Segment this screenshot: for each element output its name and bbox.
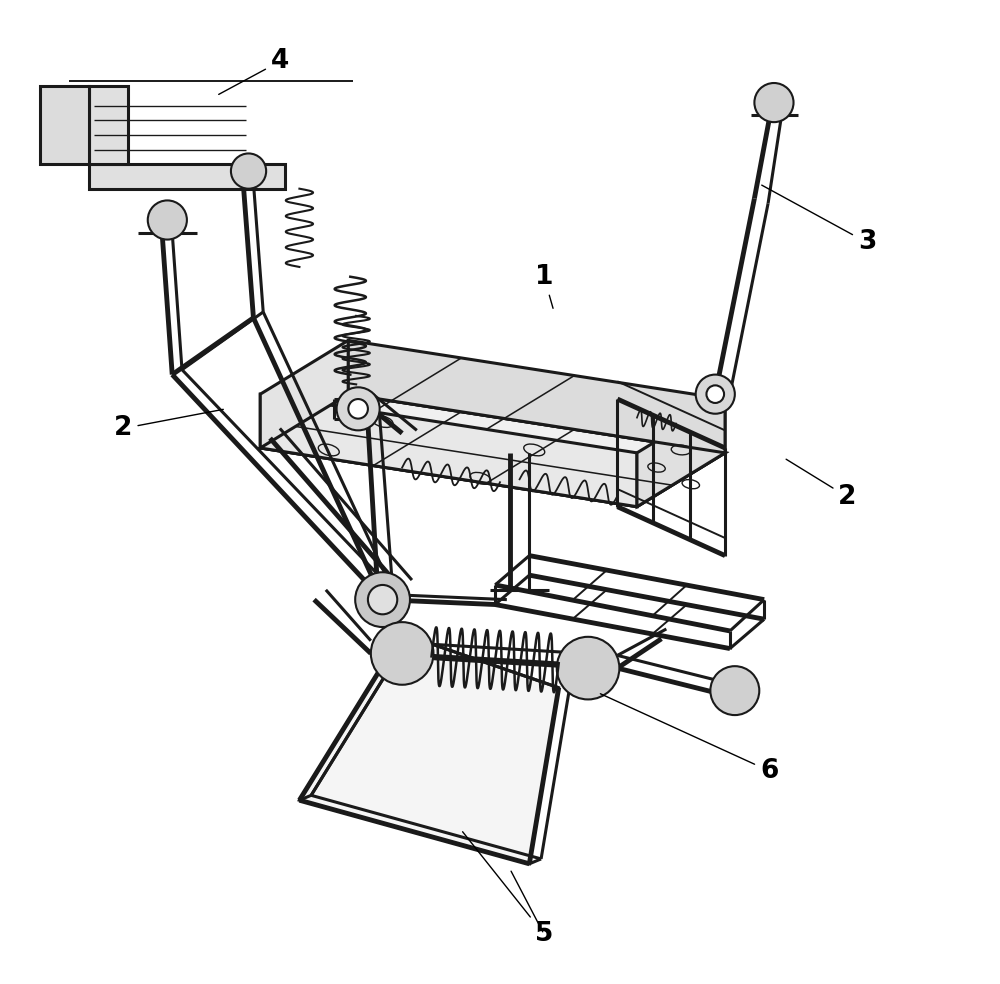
Circle shape (371, 622, 433, 685)
Circle shape (337, 388, 380, 430)
Text: 1: 1 (535, 264, 553, 308)
Polygon shape (637, 400, 725, 507)
Text: 5: 5 (463, 831, 553, 948)
Circle shape (557, 637, 619, 700)
Polygon shape (299, 634, 559, 864)
Text: 3: 3 (762, 185, 876, 256)
Polygon shape (89, 164, 285, 189)
Circle shape (368, 584, 397, 614)
Polygon shape (260, 395, 637, 507)
Circle shape (348, 400, 368, 418)
Circle shape (710, 666, 759, 715)
Circle shape (148, 201, 187, 239)
Circle shape (231, 154, 266, 189)
Polygon shape (260, 395, 725, 507)
Text: 2: 2 (786, 460, 857, 510)
Polygon shape (260, 340, 348, 448)
Text: 4: 4 (219, 48, 289, 94)
Polygon shape (89, 86, 128, 164)
Circle shape (706, 386, 724, 403)
Text: 6: 6 (600, 694, 778, 784)
Circle shape (696, 375, 735, 413)
Polygon shape (40, 86, 89, 164)
Circle shape (355, 573, 410, 627)
Polygon shape (348, 340, 725, 453)
Circle shape (754, 83, 794, 122)
Text: 2: 2 (114, 409, 223, 442)
